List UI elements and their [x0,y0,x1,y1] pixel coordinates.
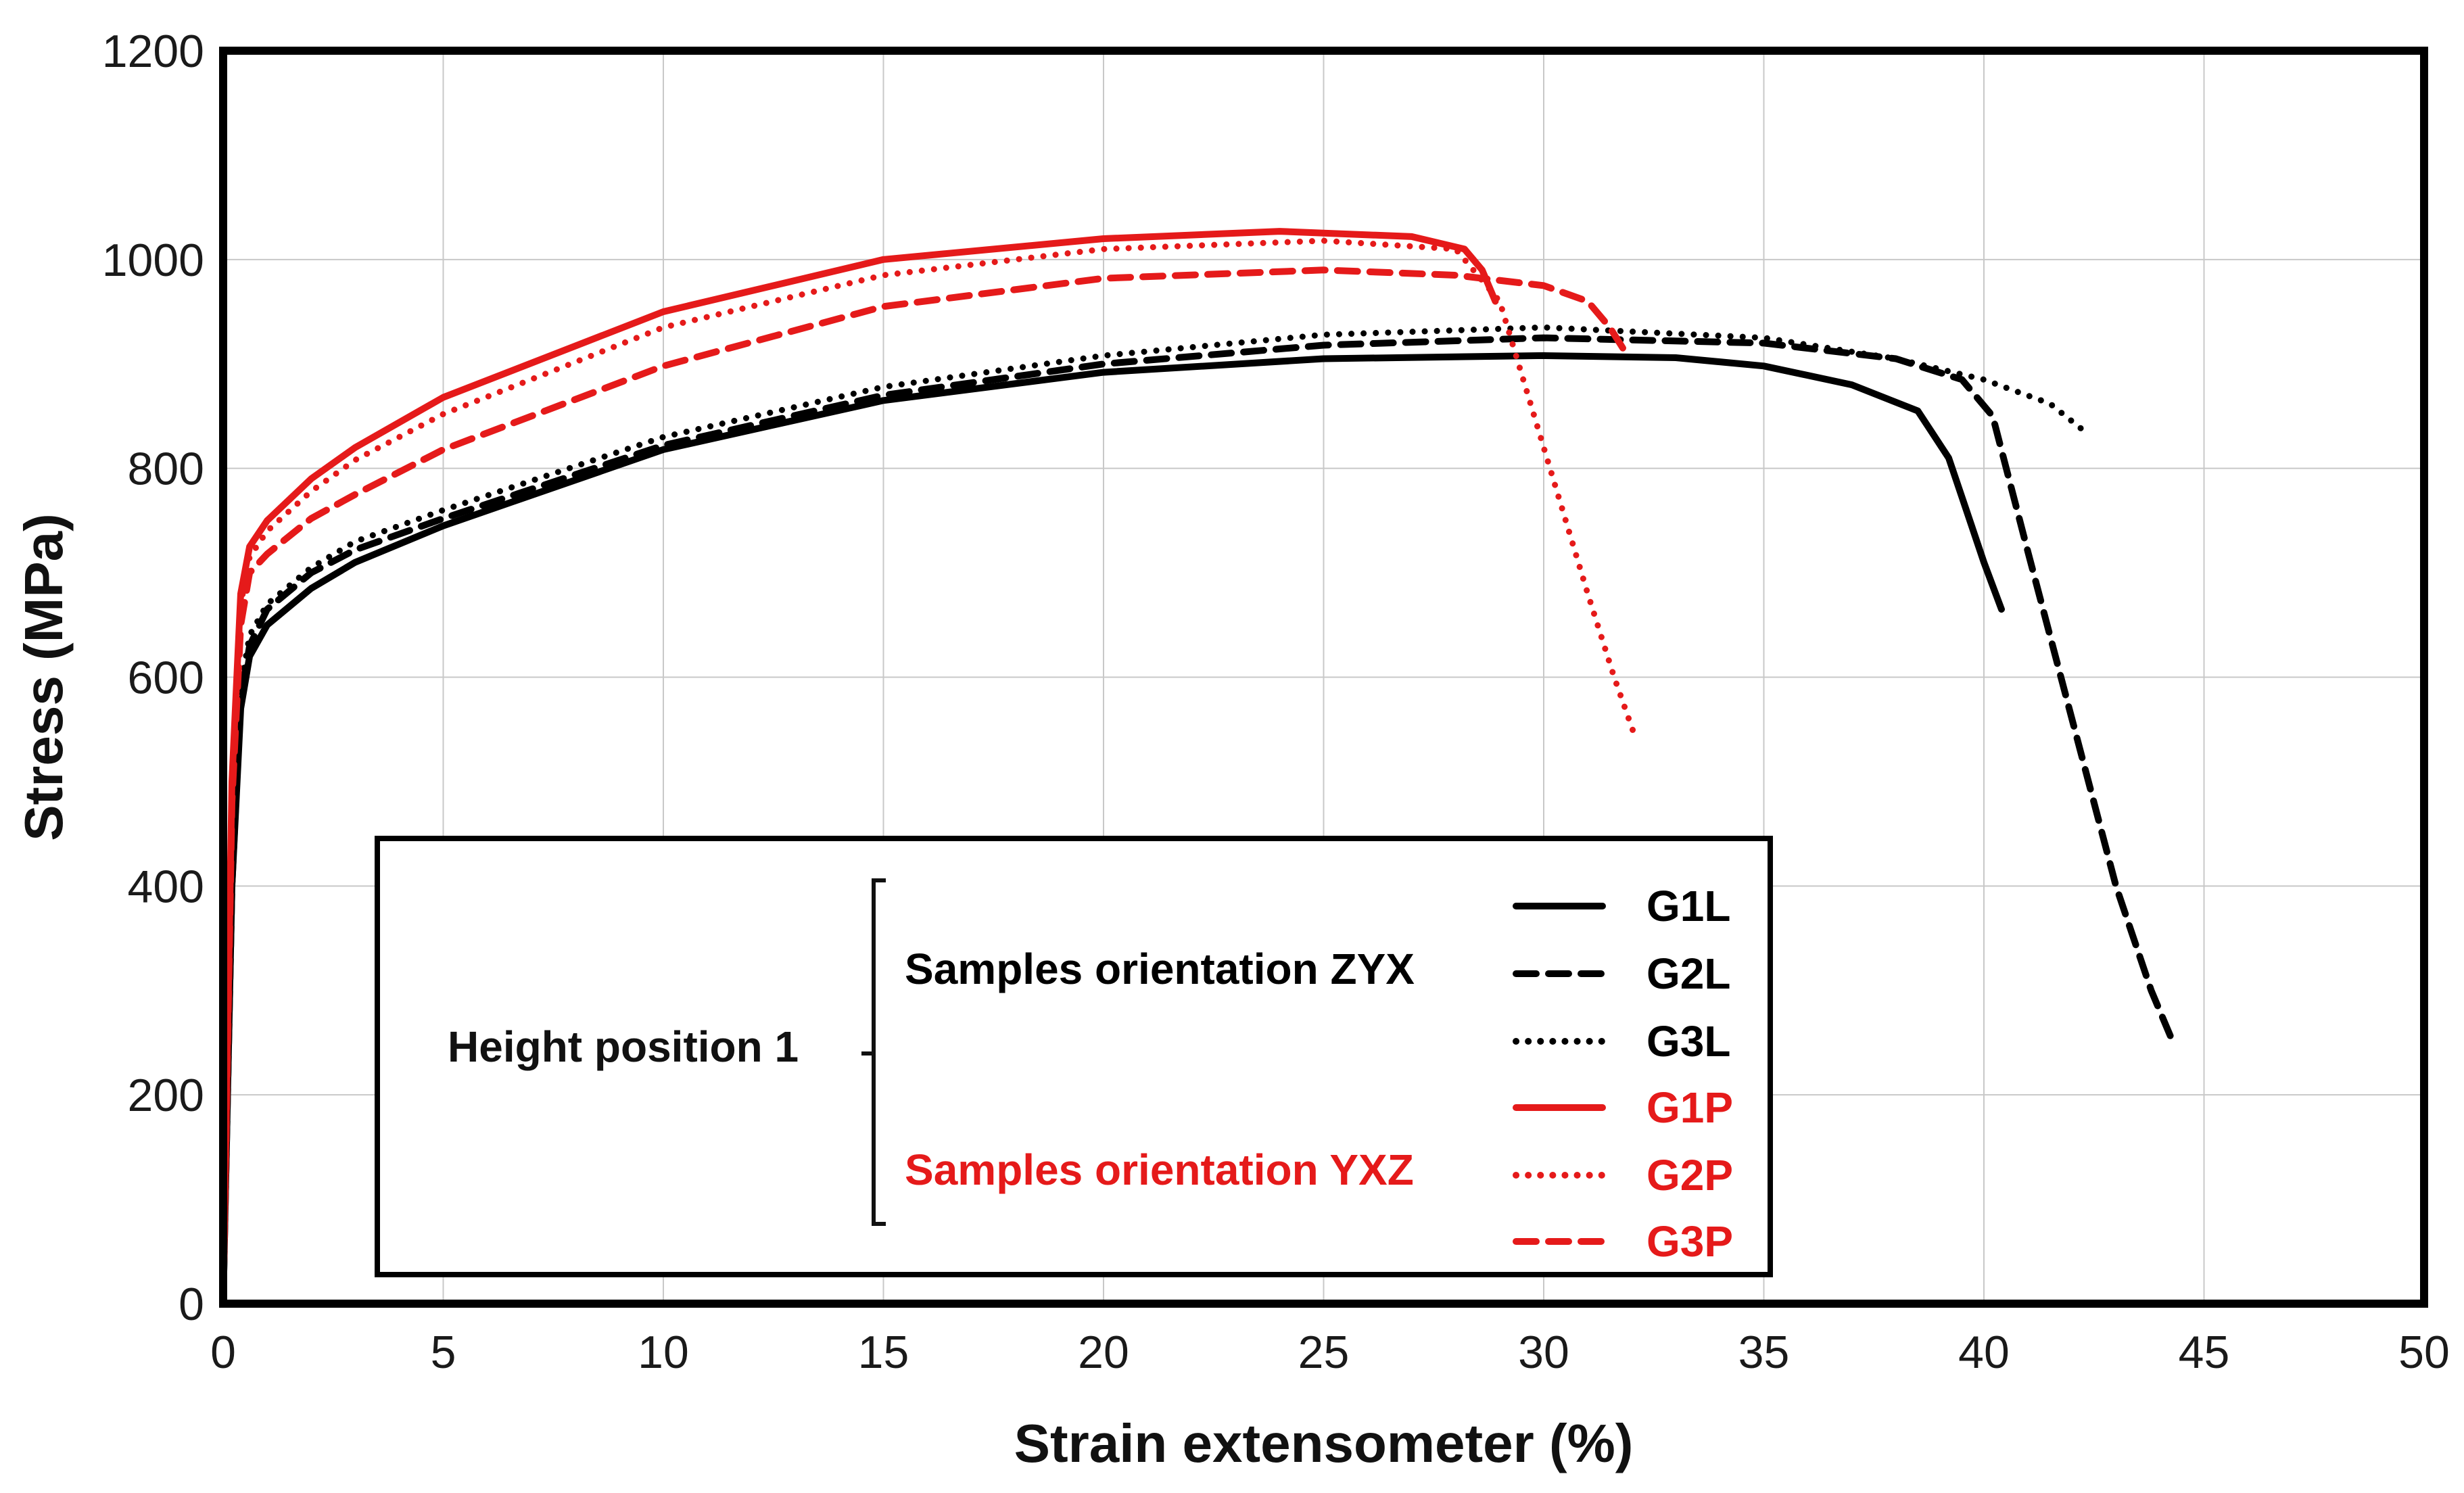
series-line-g1l [220,352,2005,1307]
plot-area-frame [219,47,2428,1308]
series-line-g2p [220,237,1640,1307]
series-line-g3l [220,324,2089,1307]
series-line-g2l [220,334,2177,1307]
x-tick-label: 10 [638,1327,689,1378]
legend-bracket [861,878,886,1226]
x-axis-title: Strain extensometer (%) [1014,1413,1634,1473]
legend-subgroup-yxz-label: Samples orientation YXZ [905,1145,1414,1194]
x-tick-label: 30 [1518,1327,1569,1378]
legend-label-g1l: G1L [1646,882,1730,930]
x-tick-label: 40 [1958,1327,2010,1378]
legend-subgroup-zyx-label: Samples orientation ZYX [905,945,1415,993]
x-tick-label: 35 [1738,1327,1790,1378]
legend-label-g2p: G2P [1646,1151,1733,1200]
y-tick-label: 800 [128,444,204,495]
y-tick-label: 0 [179,1279,204,1330]
x-tick-label: 25 [1298,1327,1350,1378]
legend-label-g3l: G3L [1646,1017,1730,1066]
legend-group-label: Height position 1 [448,1022,799,1071]
x-tick-label: 15 [858,1327,909,1378]
x-tick-label: 50 [2398,1327,2450,1378]
legend: Height position 1 Samples orientation ZY… [375,836,1773,1277]
tick-labels: 0 5 10 15 20 25 30 35 40 45 50 0 200 400 600 800 1000 120… [102,26,2450,1378]
legend-label-g1p: G1P [1646,1083,1733,1132]
legend-box [375,836,1773,1277]
series-line-g3p [220,266,1627,1307]
x-tick-label: 0 [210,1327,236,1378]
legend-entries: G1L G2L G3L G1P G2P G3P [1513,882,1733,1266]
x-tick-label: 20 [1078,1327,1129,1378]
x-tick-label: 45 [2179,1327,2230,1378]
y-axis-title: Stress (MPa) [14,513,74,841]
legend-label-g2l: G2L [1646,949,1730,998]
series-lines [220,228,2177,1307]
y-tick-label: 200 [128,1070,204,1121]
legend-label-g3p: G3P [1646,1217,1733,1266]
y-tick-label: 1000 [102,235,204,286]
y-tick-label: 600 [128,653,204,704]
y-tick-label: 400 [128,861,204,912]
x-tick-label: 5 [431,1327,456,1378]
y-tick-label: 1200 [102,26,204,77]
